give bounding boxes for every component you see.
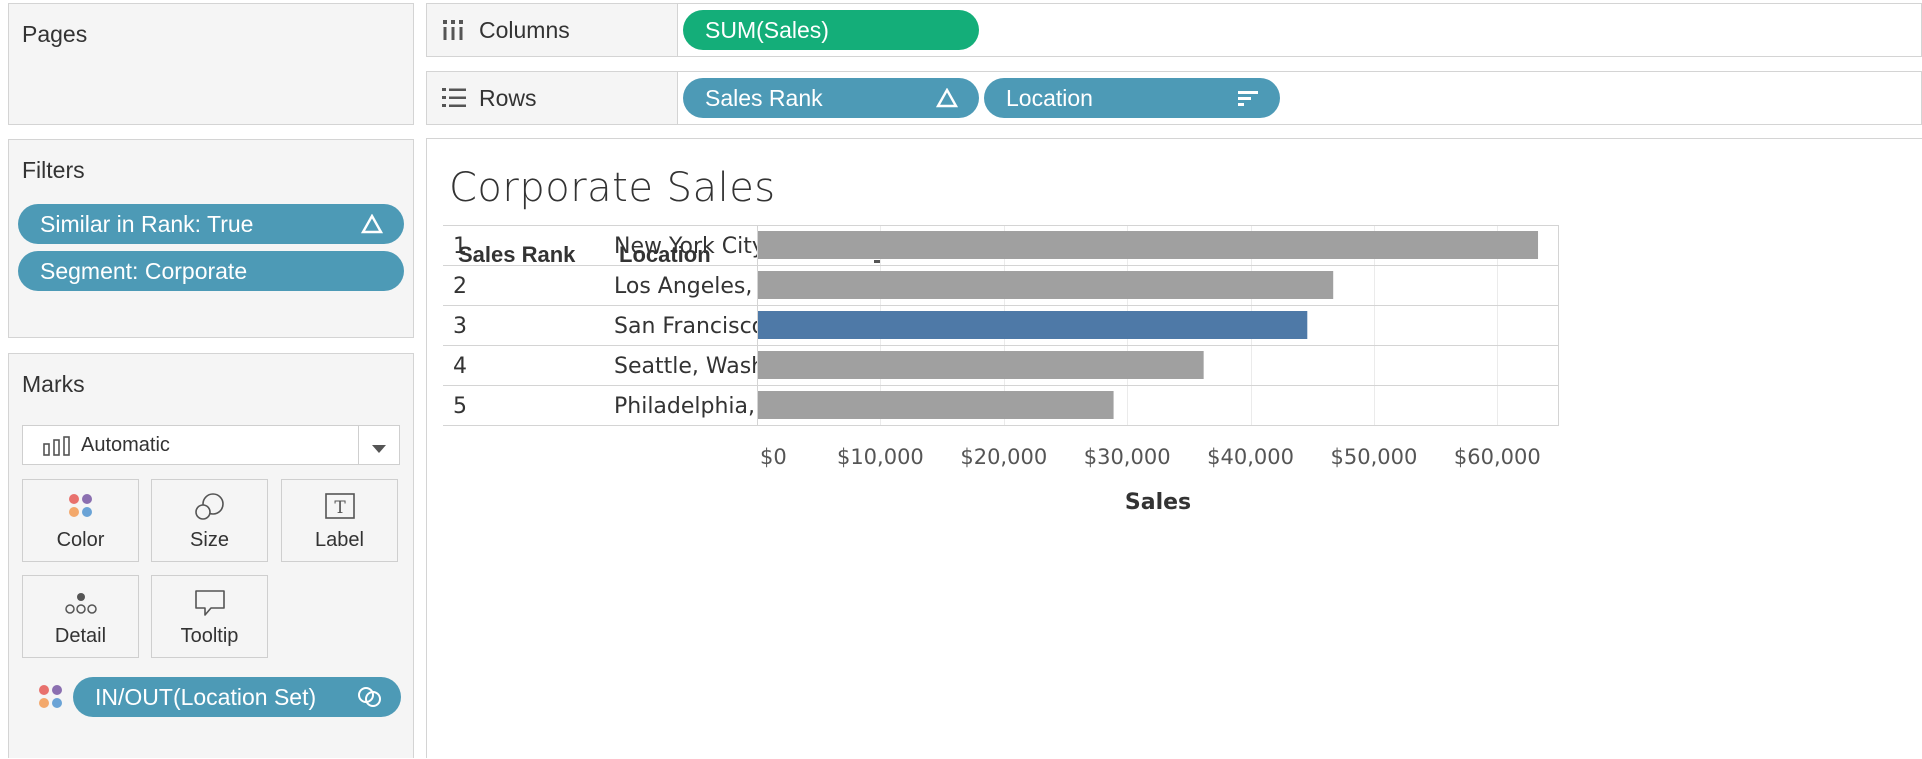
tooltip-button[interactable]: Tooltip bbox=[151, 575, 268, 658]
detail-icon bbox=[23, 588, 138, 616]
columns-pill-sum-sales[interactable]: SUM(Sales) bbox=[683, 10, 979, 50]
bar bbox=[757, 351, 1204, 379]
marks-title: Marks bbox=[22, 371, 85, 397]
mark-type-dropdown[interactable]: Automatic bbox=[22, 425, 400, 465]
rank-cell: 5 bbox=[453, 394, 467, 419]
columns-icon bbox=[441, 18, 465, 47]
pages-card[interactable]: Pages bbox=[8, 3, 414, 125]
x-axis-title: Sales bbox=[1125, 490, 1191, 515]
x-tick-label: $30,000 bbox=[1084, 445, 1171, 469]
detail-button[interactable]: Detail bbox=[22, 575, 139, 658]
rows-shelf[interactable]: Rows Sales Rank Location bbox=[426, 71, 1922, 125]
pages-title: Pages bbox=[22, 21, 88, 47]
bar-chart-icon bbox=[43, 436, 71, 461]
size-button[interactable]: Size bbox=[151, 479, 268, 562]
filter-pill-label: Segment: Corporate bbox=[40, 258, 248, 284]
rank-cell: 2 bbox=[453, 274, 467, 299]
rows-dropzone[interactable]: Sales Rank Location bbox=[677, 72, 1921, 124]
size-icon bbox=[152, 492, 267, 522]
set-icon bbox=[357, 677, 383, 717]
color-icon bbox=[23, 492, 138, 520]
bar bbox=[757, 311, 1308, 339]
rows-icon bbox=[441, 86, 467, 115]
size-label: Size bbox=[190, 529, 229, 551]
rank-cell: 1 bbox=[453, 234, 467, 259]
label-icon: T bbox=[282, 492, 397, 520]
tooltip-label: Tooltip bbox=[180, 625, 239, 647]
rows-pill-location[interactable]: Location bbox=[984, 78, 1280, 118]
dropdown-divider bbox=[358, 426, 359, 464]
columns-shelf[interactable]: Columns SUM(Sales) bbox=[426, 3, 1922, 57]
delta-icon bbox=[360, 204, 384, 244]
row-header-sales-rank[interactable]: Sales Rank bbox=[458, 242, 576, 267]
color-field-pill[interactable]: IN/OUT(Location Set) bbox=[73, 677, 401, 717]
rows-pill-label: Location bbox=[1006, 85, 1093, 111]
color-field-label: IN/OUT(Location Set) bbox=[95, 684, 317, 710]
label-button[interactable]: T Label bbox=[281, 479, 398, 562]
sort-descending-icon bbox=[1236, 78, 1260, 118]
filters-card[interactable]: Filters Similar in Rank: True Segment: C… bbox=[8, 139, 414, 338]
tooltip-icon bbox=[152, 588, 267, 618]
bar bbox=[757, 391, 1114, 419]
rank-cell: 3 bbox=[453, 314, 467, 339]
sheet-title: Corporate Sales bbox=[449, 165, 776, 211]
row-header-location[interactable]: Location bbox=[619, 242, 711, 267]
rank-cell: 4 bbox=[453, 354, 467, 379]
worksheet-view[interactable]: Corporate Sales Sales Rank Location 1 New… bbox=[426, 138, 1922, 758]
columns-label: Columns bbox=[479, 17, 570, 43]
delta-icon bbox=[935, 78, 959, 118]
filter-pill-similar-in-rank[interactable]: Similar in Rank: True bbox=[18, 204, 404, 244]
detail-label: Detail bbox=[54, 625, 107, 647]
bar bbox=[757, 271, 1334, 299]
x-tick-label: $60,000 bbox=[1454, 445, 1541, 469]
x-tick-label: $0 bbox=[760, 445, 787, 469]
filters-title: Filters bbox=[22, 157, 85, 183]
color-button[interactable]: Color bbox=[22, 479, 139, 562]
rows-pill-label: Sales Rank bbox=[705, 85, 823, 111]
x-tick-label: $20,000 bbox=[960, 445, 1047, 469]
x-tick-label: $50,000 bbox=[1331, 445, 1418, 469]
rows-label: Rows bbox=[479, 85, 537, 111]
svg-text:T: T bbox=[334, 498, 346, 518]
mark-type-value: Automatic bbox=[81, 434, 170, 456]
filter-pill-segment[interactable]: Segment: Corporate bbox=[18, 251, 404, 291]
color-field-icon bbox=[37, 683, 65, 716]
bar bbox=[757, 231, 1539, 259]
color-label: Color bbox=[56, 529, 105, 551]
x-tick-label: $40,000 bbox=[1207, 445, 1294, 469]
columns-dropzone[interactable]: SUM(Sales) bbox=[677, 4, 1921, 56]
x-tick-label: $10,000 bbox=[837, 445, 924, 469]
chevron-down-icon[interactable] bbox=[371, 441, 387, 459]
marks-card[interactable]: Marks Automatic Color bbox=[8, 353, 414, 758]
rows-pill-sales-rank[interactable]: Sales Rank bbox=[683, 78, 979, 118]
label-label: Label bbox=[315, 529, 364, 551]
filter-pill-label: Similar in Rank: True bbox=[40, 211, 254, 237]
columns-pill-label: SUM(Sales) bbox=[705, 17, 829, 43]
